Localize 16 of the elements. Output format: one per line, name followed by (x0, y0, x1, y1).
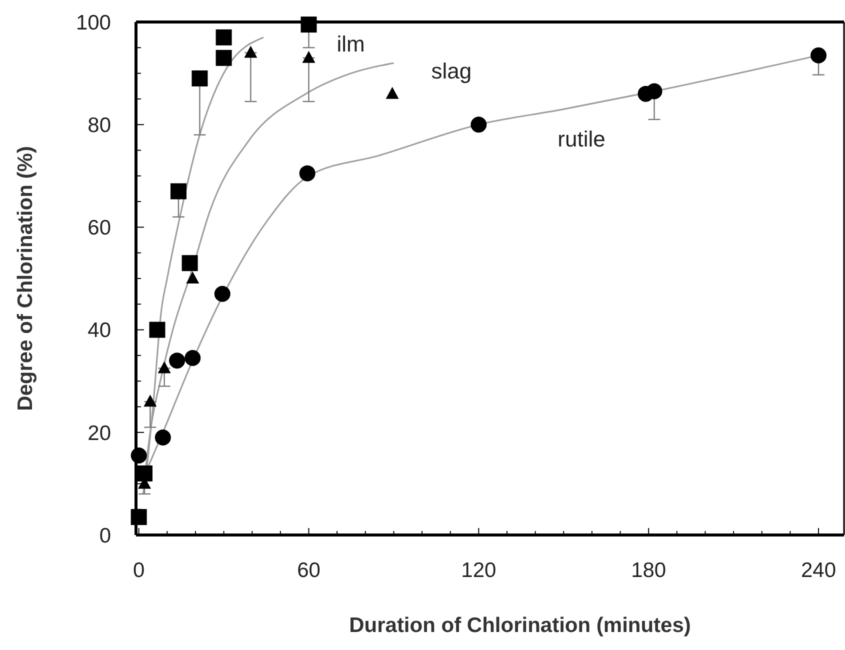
y-axis-title: Degree of Chlorination (%) (14, 146, 37, 411)
x-tick-label: 60 (297, 559, 320, 582)
series-label: rutile (558, 126, 606, 152)
x-tick-label: 180 (631, 559, 666, 582)
x-tick-label: 120 (461, 559, 496, 582)
x-tick-label: 240 (800, 559, 836, 582)
series-label: ilm (336, 31, 365, 56)
x-tick-label: 0 (132, 559, 145, 582)
y-tick-label: 0 (99, 524, 111, 548)
y-tick-label: 60 (88, 216, 111, 240)
y-tick-label: 80 (88, 114, 111, 137)
x-axis-title: Duration of Chlorination (minutes) (349, 614, 691, 637)
y-tick-label: 40 (88, 319, 111, 342)
series-label: slag (431, 58, 472, 84)
y-tick-label: 100 (76, 11, 111, 34)
y-tick-label: 20 (88, 422, 111, 445)
